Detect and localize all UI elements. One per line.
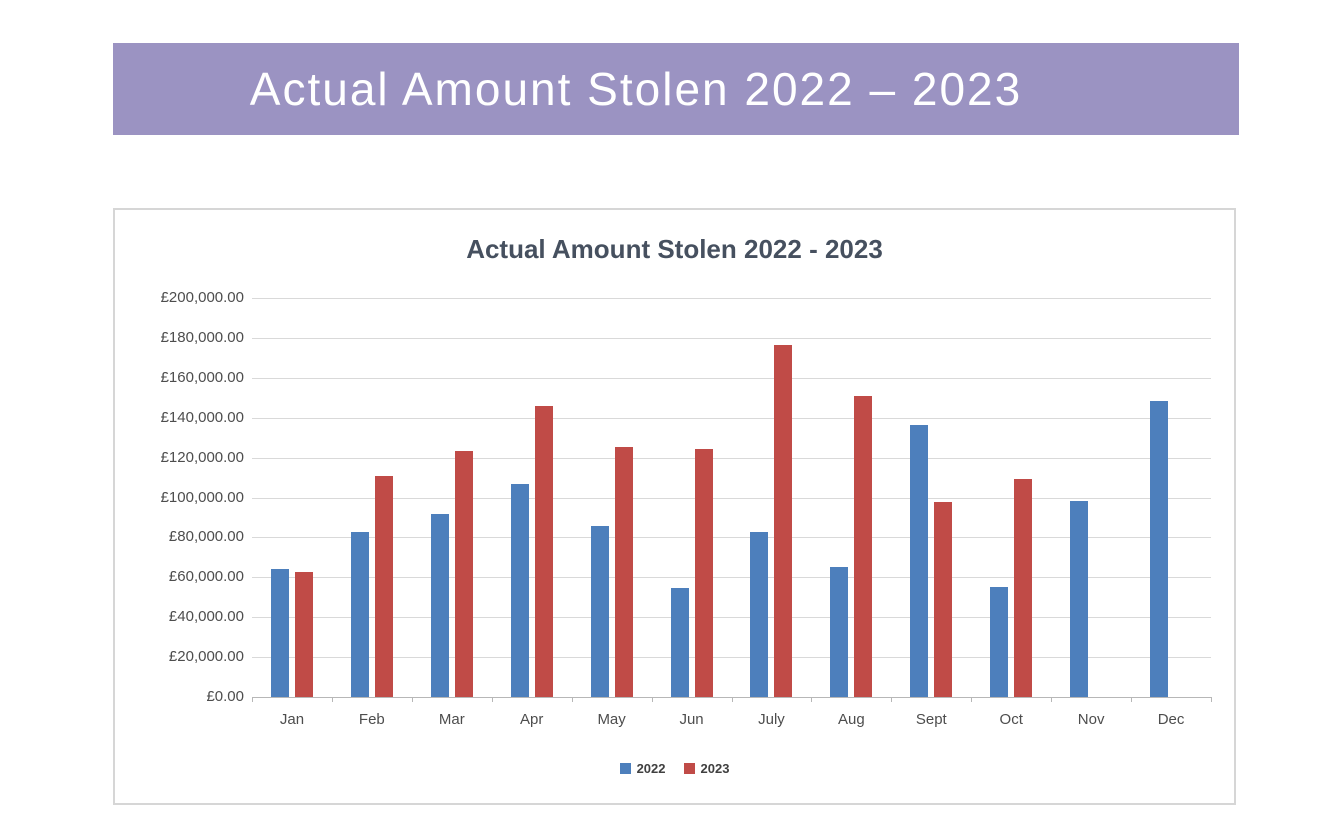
bar-2022-mar — [430, 514, 449, 697]
bar-2022-aug — [830, 567, 849, 697]
x-axis-label: Sept — [915, 711, 947, 728]
legend-swatch-icon — [619, 763, 631, 774]
x-axis-tick — [1131, 697, 1133, 702]
x-axis-label: Apr — [520, 711, 544, 728]
bar-2022-apr — [510, 483, 529, 697]
x-axis-label: Jan — [279, 711, 305, 728]
gridline — [252, 617, 1211, 619]
y-axis-label: £80,000.00 — [168, 528, 244, 546]
y-axis-label: £140,000.00 — [160, 408, 244, 426]
gridline — [252, 657, 1211, 659]
x-axis-label: Nov — [1077, 711, 1105, 728]
y-axis-label: £100,000.00 — [160, 488, 244, 506]
bar-2022-oct — [990, 587, 1009, 697]
x-axis-tick — [891, 697, 893, 702]
bar-2022-nov — [1070, 500, 1089, 697]
legend-item-2022: 2022 — [619, 761, 666, 776]
x-axis-tick — [731, 697, 733, 702]
legend-label: 2022 — [636, 761, 666, 776]
x-axis-tick — [1211, 697, 1212, 702]
banner: Actual Amount Stolen 2022 – 2023 — [113, 43, 1239, 135]
bar-2023-jan — [294, 572, 313, 697]
x-axis-label: Dec — [1157, 711, 1185, 728]
x-axis-label: Mar — [438, 711, 465, 728]
gridline — [252, 497, 1211, 499]
gridline — [252, 298, 1211, 299]
x-axis-tick — [331, 697, 333, 702]
x-axis-tick — [491, 697, 493, 702]
gridline — [252, 537, 1211, 539]
y-axis-label: £40,000.00 — [168, 608, 244, 626]
gridline — [252, 417, 1211, 419]
bar-2023-oct — [1014, 478, 1033, 697]
y-axis-label: £180,000.00 — [160, 328, 244, 346]
x-axis-label: Aug — [838, 711, 865, 728]
gridline — [252, 377, 1211, 379]
legend: 2022 2023 — [115, 761, 1234, 776]
plot-area — [252, 298, 1212, 702]
bar-2022-may — [590, 526, 609, 697]
legend-item-2023: 2023 — [683, 761, 730, 776]
legend-swatch-icon — [683, 763, 695, 774]
x-axis-label: July — [758, 711, 785, 728]
bar-2023-may — [614, 446, 633, 697]
chart-title: Actual Amount Stolen 2022 - 2023 — [466, 234, 883, 264]
bar-2022-july — [750, 532, 769, 697]
bar-2023-jun — [694, 448, 713, 697]
gridline — [252, 457, 1211, 459]
y-axis-label: £0.00 — [206, 688, 244, 705]
y-axis-label: £200,000.00 — [160, 289, 244, 306]
x-axis-tick — [411, 697, 413, 702]
y-axis-label: £20,000.00 — [168, 648, 244, 666]
banner-title: Actual Amount Stolen 2022 – 2023 — [249, 63, 1023, 115]
bar-2023-july — [774, 344, 793, 697]
y-axis-label: £160,000.00 — [160, 368, 244, 386]
bar-2023-mar — [454, 450, 473, 697]
bar-2022-feb — [350, 532, 369, 697]
y-axis-label: £120,000.00 — [160, 448, 244, 466]
x-axis-tick — [1051, 697, 1053, 702]
legend-label: 2023 — [700, 761, 730, 776]
x-axis-labels: Jan Feb Mar Apr May Jun July Aug Sept Oct Nov Dec — [252, 710, 1211, 732]
x-axis-tick — [811, 697, 813, 702]
x-axis-label: Oct — [999, 711, 1023, 728]
x-axis-tick — [971, 697, 973, 702]
bar-2023-aug — [854, 395, 873, 697]
gridline — [252, 337, 1211, 339]
bar-2022-sept — [910, 424, 929, 697]
chart: Actual Amount Stolen 2022 - 2023 £200,00… — [113, 208, 1236, 805]
bar-2023-sept — [934, 501, 953, 697]
bar-2022-jan — [270, 569, 289, 697]
y-axis-label: £60,000.00 — [168, 568, 244, 586]
y-axis-labels: £200,000.00 £180,000.00 £160,000.00 £140,00… — [123, 289, 244, 705]
x-axis-tick — [571, 697, 573, 702]
bar-2022-jun — [670, 588, 689, 697]
bar-2023-feb — [374, 475, 393, 697]
x-axis-tick — [651, 697, 653, 702]
x-axis-label: Jun — [679, 711, 704, 728]
bar-2022-dec — [1150, 400, 1169, 697]
bar-2023-apr — [534, 405, 553, 697]
x-axis-label: Feb — [358, 711, 385, 728]
x-axis-tick — [252, 697, 253, 702]
gridline — [252, 577, 1211, 579]
x-axis-label: May — [597, 711, 626, 728]
